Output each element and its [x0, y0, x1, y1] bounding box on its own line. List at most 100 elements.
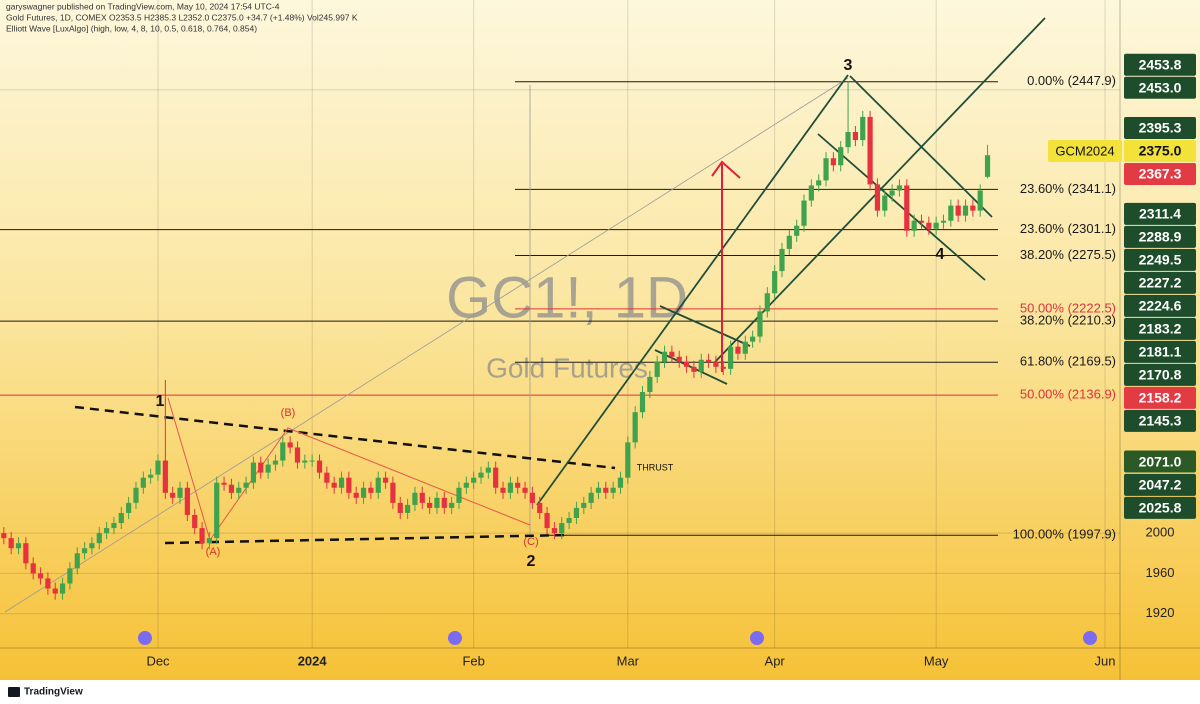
annotation: 1	[156, 393, 165, 410]
candle-body	[228, 484, 235, 493]
annotations: 1 (A) (B) (C) 2 3 4 THRUST	[156, 57, 945, 570]
event-icon[interactable]	[138, 631, 152, 645]
channel-line	[817, 133, 986, 281]
candle-body	[272, 460, 279, 465]
price-label-box	[1124, 363, 1196, 386]
fib-label: 100.00% (1997.9)	[1013, 527, 1116, 542]
price-label-box	[1124, 294, 1196, 317]
annotation: THRUST	[637, 462, 674, 472]
candle-body	[801, 200, 807, 226]
annotation: (C)	[523, 536, 538, 548]
candle-body	[67, 568, 73, 584]
candle-body	[280, 442, 286, 461]
candle-body	[111, 523, 117, 529]
candle-body	[250, 462, 257, 483]
candle-body	[412, 492, 418, 505]
y-tick-label: 1920	[1146, 605, 1175, 620]
x-tick-label: Feb	[462, 653, 484, 668]
candle-body	[742, 341, 748, 354]
fib-label: 0.00% (2447.9)	[1027, 73, 1116, 88]
arrow-head	[711, 160, 741, 179]
price-label-box	[1124, 317, 1196, 340]
fib-label: 50.00% (2222.5)	[1020, 300, 1116, 315]
candle-body	[691, 366, 697, 372]
candle-body	[904, 185, 910, 231]
candle-body	[59, 583, 66, 594]
candle-body	[566, 517, 572, 524]
candle-body	[933, 222, 939, 229]
price-label-box	[1124, 116, 1196, 139]
price-label: 2311.4	[1139, 206, 1181, 222]
header: garyswagner published on TradingView.com…	[6, 1, 358, 33]
candle-body	[779, 248, 785, 272]
price-axis: 19201960200024402453.82453.02395.32375.0…	[1048, 53, 1196, 620]
candle-body	[52, 588, 58, 594]
price-label: 2183.2	[1139, 321, 1182, 337]
candle-body	[104, 528, 110, 534]
event-icons	[138, 631, 1097, 645]
price-label-box	[1124, 450, 1196, 473]
candle-body	[676, 356, 682, 362]
candle-body	[155, 460, 161, 475]
candle-body	[382, 477, 389, 483]
candle-body	[177, 487, 183, 498]
x-tick-label: Mar	[617, 653, 640, 668]
candle-body	[45, 578, 51, 589]
candle-body	[236, 487, 242, 493]
candle-body	[647, 376, 653, 393]
candle-body	[419, 492, 425, 503]
candle-body	[896, 185, 903, 191]
price-label: 2025.8	[1139, 500, 1182, 516]
candle-body	[705, 359, 712, 362]
fib-label: 23.60% (2341.1)	[1020, 181, 1116, 196]
candle-body	[485, 467, 491, 473]
candle-body	[830, 158, 836, 166]
candle-body	[170, 492, 176, 498]
price-label-box	[1124, 386, 1196, 409]
candle-body	[610, 487, 616, 493]
channel-line	[849, 75, 993, 218]
price-label: 2047.2	[1139, 477, 1182, 493]
candle-body	[786, 235, 792, 249]
annotation: (B)	[281, 407, 296, 419]
candle-body	[192, 514, 198, 529]
candle-body	[15, 543, 22, 549]
candle-body	[617, 477, 624, 488]
candle-body	[214, 482, 220, 539]
candle-body	[258, 462, 264, 473]
candle-body	[390, 482, 396, 503]
event-icon[interactable]	[1083, 631, 1097, 645]
candle-body	[948, 205, 954, 221]
candle-body	[823, 158, 829, 181]
candle-body	[720, 366, 726, 369]
footer-bar	[0, 680, 1200, 704]
dashed-trend-line	[164, 533, 571, 545]
event-icon[interactable]	[448, 631, 462, 645]
symbol-tag-box	[1048, 139, 1122, 162]
price-label-box	[1124, 225, 1196, 248]
candle-body	[294, 447, 301, 463]
footer-brand: TradingView	[24, 687, 83, 698]
candle-body	[911, 220, 917, 231]
candle-body	[713, 361, 719, 367]
watermark-symbol: GC1!, 1D	[446, 265, 688, 330]
candle-body	[772, 271, 778, 294]
candle-body	[221, 482, 227, 485]
candle-body	[265, 464, 271, 473]
candle-body	[588, 492, 594, 503]
candle-body	[529, 492, 535, 503]
candle-body	[1, 533, 7, 539]
price-label-box	[1124, 162, 1196, 185]
fib-label: 61.80% (2169.5)	[1020, 354, 1116, 369]
candle-body	[375, 477, 381, 493]
candle-body	[808, 185, 814, 201]
x-tick-label: Dec	[146, 653, 170, 668]
price-label-box	[1124, 496, 1196, 519]
event-icon[interactable]	[750, 631, 764, 645]
candle-body	[522, 487, 528, 493]
price-label: 2181.1	[1139, 344, 1182, 360]
candle-body	[838, 147, 844, 166]
background	[0, 0, 1200, 680]
candle-body	[368, 487, 374, 493]
candle-body	[654, 361, 660, 377]
